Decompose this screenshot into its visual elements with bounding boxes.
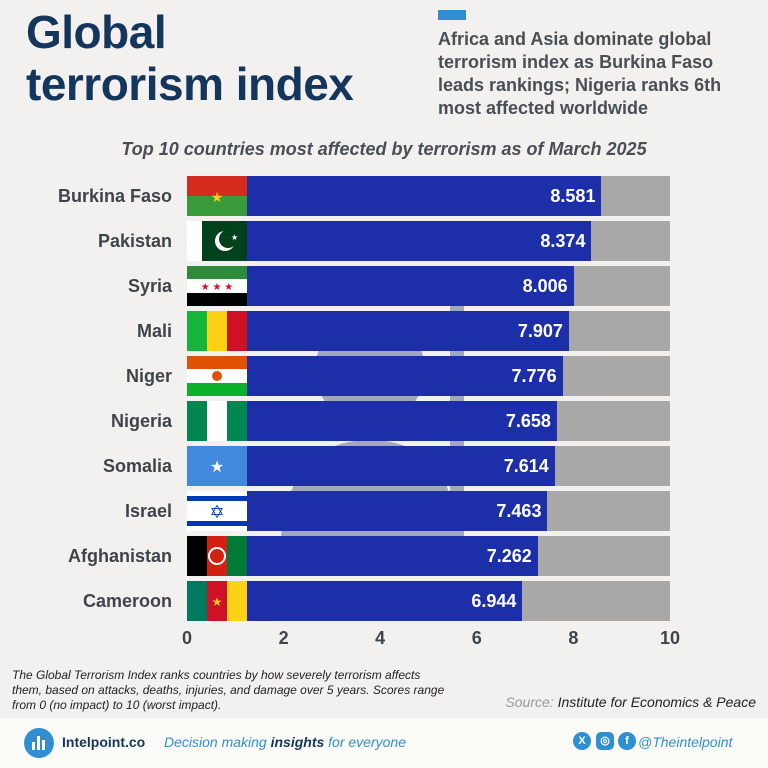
nigeria-flag-icon (187, 401, 247, 441)
brand-name[interactable]: Intelpoint.co (62, 734, 146, 750)
category-label-syria: Syria (127, 276, 172, 296)
svg-text:★: ★ (212, 595, 223, 609)
x-tick-label: 2 (278, 628, 289, 648)
x-icon[interactable]: X (573, 732, 591, 750)
x-tick-label: 8 (568, 628, 579, 648)
title-line-1: Global (26, 6, 167, 58)
category-label-mali: Mali (136, 321, 172, 341)
value-label-mali: 7.907 (517, 321, 563, 341)
intelpoint-logo-icon[interactable] (24, 728, 54, 758)
bar-syria (187, 266, 574, 306)
source-name: Institute for Economics & Peace (557, 694, 756, 710)
value-label-cameroon: 6.944 (471, 591, 517, 611)
facebook-icon[interactable]: f (618, 732, 636, 750)
bar-somalia (187, 446, 555, 486)
niger-flag-icon (187, 356, 247, 396)
value-label-afghanistan: 7.262 (486, 546, 532, 566)
source-label: Source: (505, 694, 554, 710)
value-label-burkina-faso: 8.581 (550, 186, 596, 206)
category-label-somalia: Somalia (102, 456, 172, 476)
value-label-somalia: 7.614 (503, 456, 549, 476)
mali-flag-icon (187, 311, 247, 351)
israel-flag-icon: ✡ (187, 491, 247, 531)
footnote: The Global Terrorism Index ranks countri… (12, 668, 445, 712)
x-tick-label: 0 (181, 628, 192, 648)
bar-mali (187, 311, 569, 351)
value-label-niger: 7.776 (511, 366, 557, 386)
cameroon-flag-icon: ★ (187, 581, 247, 621)
burkina-faso-flag-icon: ★ (187, 176, 247, 216)
subtitle: Africa and Asia dominate global terroris… (438, 29, 722, 118)
category-label-cameroon: Cameroon (82, 591, 172, 611)
afghanistan-flag-icon (187, 536, 247, 576)
tagline-bold: insights (270, 734, 325, 750)
x-tick-label: 4 (375, 628, 386, 648)
chart-title: Top 10 countries most affected by terror… (121, 139, 647, 159)
syria-flag-icon: ★ ★ ★ (187, 266, 247, 306)
category-label-israel: Israel (124, 501, 172, 521)
bar-nigeria (187, 401, 557, 441)
svg-text:★: ★ (231, 233, 238, 242)
footer: Intelpoint.co Decision making insights f… (0, 718, 768, 768)
bar-burkina-faso (187, 176, 602, 216)
category-label-afghanistan: Afghanistan (67, 546, 172, 566)
svg-text:✡: ✡ (209, 502, 224, 522)
value-label-nigeria: 7.658 (505, 411, 551, 431)
page-title: Global terrorism index (26, 6, 354, 110)
somalia-flag-icon: ★ (187, 446, 247, 486)
category-label-niger: Niger (125, 366, 172, 386)
tagline: Decision making insights for everyone (164, 734, 406, 750)
bar-israel (187, 491, 548, 531)
x-tick-label: 6 (471, 628, 482, 648)
social-handle[interactable]: @Theintelpoint (638, 734, 733, 750)
svg-text:★: ★ (211, 189, 224, 205)
x-tick-label: 10 (659, 628, 681, 648)
pakistan-flag-icon: ★ (187, 221, 247, 261)
category-label-pakistan: Pakistan (97, 231, 172, 251)
bar-niger (187, 356, 563, 396)
svg-text:★ ★ ★: ★ ★ ★ (201, 282, 233, 293)
category-label-burkina-faso: Burkina Faso (57, 186, 172, 206)
value-label-pakistan: 8.374 (540, 231, 586, 251)
category-label-nigeria: Nigeria (110, 411, 172, 431)
bar-pakistan (187, 221, 592, 261)
source-credit: Source: Institute for Economics & Peace (505, 694, 756, 710)
tagline-post: for everyone (324, 734, 406, 750)
value-label-syria: 8.006 (522, 276, 568, 296)
instagram-icon[interactable]: ◎ (596, 732, 614, 750)
title-line-2: terrorism index (26, 58, 354, 110)
tagline-pre: Decision making (164, 734, 271, 750)
accent-bar (438, 10, 466, 20)
value-label-israel: 7.463 (496, 501, 542, 521)
svg-text:★: ★ (210, 459, 224, 476)
bar-chart: Burkina Faso ★ 8.581 Pakistan ★ 8.374 Syria ★ ★… (0, 172, 768, 652)
